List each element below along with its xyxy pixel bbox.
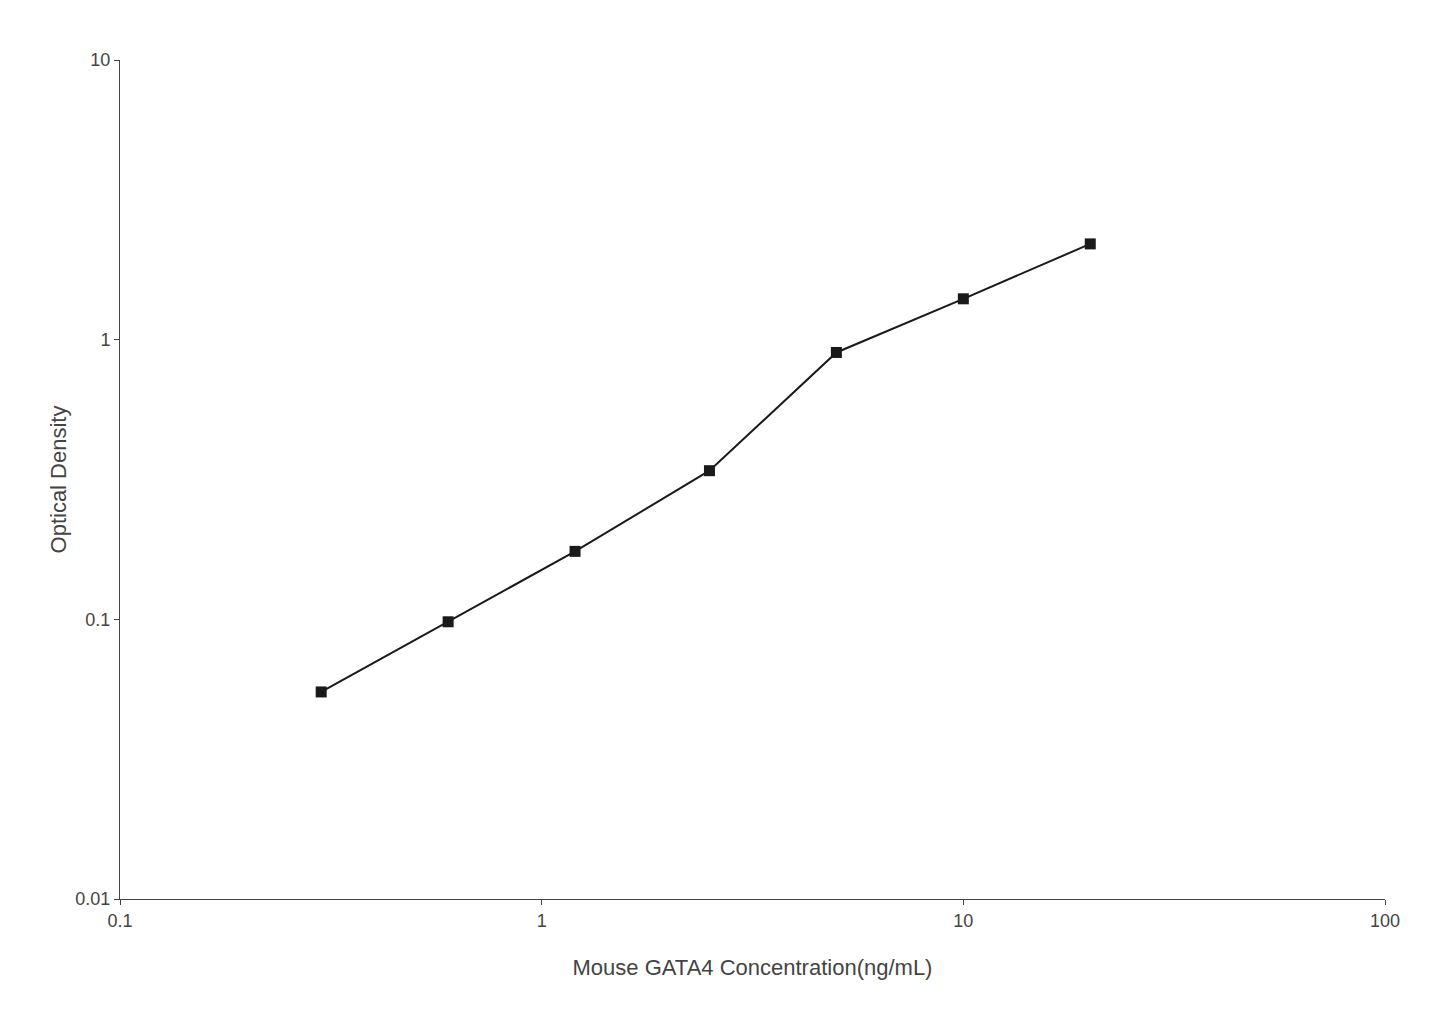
svg-text:0.1: 0.1	[85, 610, 110, 630]
svg-text:1: 1	[100, 330, 110, 350]
svg-text:10: 10	[90, 50, 110, 70]
svg-text:0.1: 0.1	[107, 911, 132, 931]
svg-text:Mouse GATA4 Concentration(ng/m: Mouse GATA4 Concentration(ng/mL)	[573, 955, 933, 980]
svg-text:100: 100	[1370, 911, 1400, 931]
svg-text:1: 1	[537, 911, 547, 931]
svg-text:10: 10	[953, 911, 973, 931]
svg-text:Optical Density: Optical Density	[46, 406, 71, 554]
svg-text:0.01: 0.01	[75, 889, 110, 909]
